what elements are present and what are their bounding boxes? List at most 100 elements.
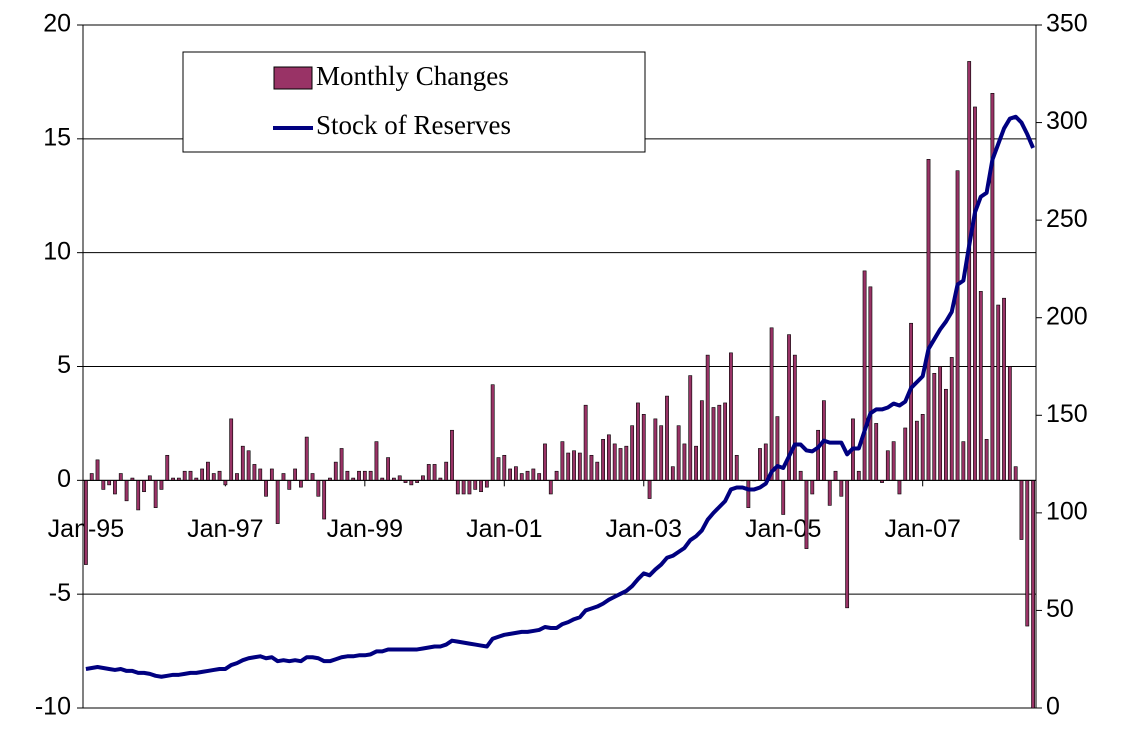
bar: [1025, 480, 1030, 627]
bar: [397, 475, 402, 481]
bar: [496, 457, 501, 481]
bar: [508, 468, 513, 481]
x-tick-label: Jan-97: [187, 515, 263, 543]
bar: [345, 470, 350, 481]
bar: [955, 170, 960, 481]
bar: [467, 480, 472, 495]
bar: [147, 475, 152, 481]
bar: [659, 425, 664, 481]
bar: [978, 291, 983, 481]
bar: [868, 286, 873, 481]
bar: [455, 480, 460, 495]
bar: [636, 402, 640, 481]
bar: [612, 443, 617, 481]
bar: [618, 448, 623, 481]
bar: [665, 395, 669, 481]
y-tick-label: 20: [43, 10, 71, 38]
bar: [113, 480, 117, 495]
bar: [839, 480, 844, 497]
bar: [1031, 480, 1035, 709]
bar: [136, 480, 141, 511]
bar: [240, 445, 245, 481]
bar: [531, 468, 536, 481]
bar: [601, 439, 605, 481]
bar: [705, 354, 710, 481]
bar: [362, 470, 367, 481]
bar: [833, 470, 838, 481]
bar: [949, 357, 954, 481]
x-tick-label: Jan-07: [884, 515, 960, 543]
bar: [101, 480, 106, 490]
y2-tick-label: 50: [1046, 595, 1074, 623]
bar: [729, 352, 733, 481]
bar: [804, 480, 809, 549]
bar: [967, 61, 972, 481]
y2-tick-label: 250: [1046, 205, 1088, 233]
bar: [479, 480, 483, 493]
bar: [275, 480, 280, 524]
bar: [490, 384, 495, 481]
bar: [461, 480, 466, 495]
bar: [566, 452, 571, 481]
line: [85, 114, 1035, 679]
bar: [595, 461, 600, 481]
bar: [769, 327, 774, 481]
legend: Monthly Changes Stock of Reserves: [182, 51, 646, 153]
bar: [1013, 466, 1018, 481]
x-tick-label: Jan-99: [327, 515, 403, 543]
bar: [333, 461, 338, 481]
bar: [124, 480, 129, 502]
bar: [676, 425, 681, 481]
bar: [89, 473, 94, 481]
bar: [287, 480, 292, 490]
bar: [514, 466, 518, 481]
bar: [688, 375, 693, 481]
x-tick-label: Jan-01: [466, 515, 542, 543]
y-tick-label: 5: [57, 351, 71, 379]
bar: [502, 454, 507, 481]
bar: [682, 443, 687, 481]
y-tick-label: -10: [35, 693, 71, 721]
bar: [264, 480, 268, 497]
bar: [537, 473, 542, 481]
bar: [885, 450, 890, 481]
bar: [235, 473, 239, 481]
bar: [165, 454, 170, 481]
bar: [810, 480, 815, 495]
y2-tick-label: 350: [1046, 10, 1088, 38]
bar: [647, 480, 652, 499]
bar: [357, 470, 361, 481]
bar: [223, 480, 228, 486]
bar: [269, 468, 274, 481]
bar: [84, 480, 88, 565]
bar: [734, 454, 739, 481]
bar: [304, 436, 309, 481]
bar: [339, 448, 344, 481]
bar: [996, 304, 1001, 481]
bar: [258, 468, 263, 481]
bar: [845, 480, 850, 609]
bar: [653, 418, 658, 481]
bar: [746, 480, 751, 508]
y2-tick-label: 300: [1046, 107, 1088, 135]
bar: [409, 480, 414, 486]
bar: [630, 425, 635, 481]
bar: [984, 439, 989, 481]
y2-tick-label: 0: [1046, 693, 1060, 721]
bar: [281, 473, 286, 481]
bar: [903, 427, 908, 481]
bar: [386, 457, 390, 481]
bar: [252, 464, 257, 481]
y2-tick-label: 200: [1046, 302, 1088, 330]
bar: [316, 480, 321, 497]
bar: [548, 480, 553, 495]
bar: [142, 480, 146, 493]
bar: [926, 159, 931, 481]
bar: [723, 402, 728, 481]
bar: [206, 461, 210, 481]
bar: [914, 420, 919, 481]
bar: [310, 473, 315, 481]
bar: [118, 473, 123, 481]
bar: [450, 429, 454, 481]
